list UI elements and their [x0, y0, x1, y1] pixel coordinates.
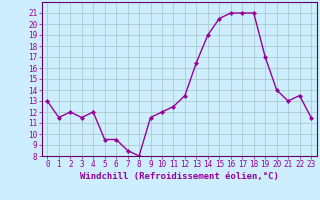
X-axis label: Windchill (Refroidissement éolien,°C): Windchill (Refroidissement éolien,°C): [80, 172, 279, 181]
